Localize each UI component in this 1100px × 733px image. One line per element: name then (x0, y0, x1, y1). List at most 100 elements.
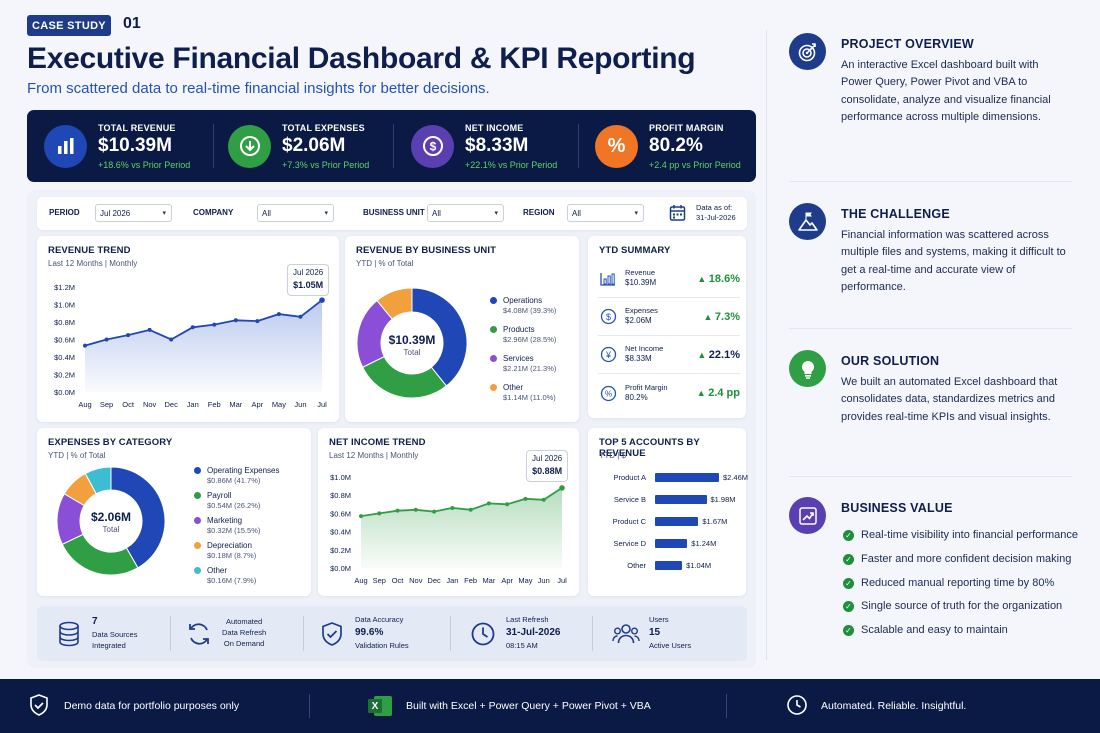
donut-center-value: $2.06M (90, 510, 132, 524)
data-point (395, 508, 400, 513)
section-text: An interactive Excel dashboard built wit… (841, 59, 1051, 124)
data-point (486, 501, 491, 506)
region-select[interactable]: All ▾ (567, 204, 644, 222)
bar-category: Product C (612, 516, 646, 526)
section-title: THE CHALLENGE (841, 207, 950, 221)
kpi-label: NET INCOME (465, 122, 524, 133)
kpi-delta: +7.3% vs Prior Period (282, 159, 370, 170)
pie-slice (411, 287, 468, 387)
section-title: PROJECT OVERVIEW (841, 37, 974, 51)
data-point (359, 514, 363, 519)
excel-icon: X (368, 695, 392, 717)
x-tick-label: Apr (252, 400, 264, 409)
kpi-label: PROFIT MARGIN (649, 122, 724, 133)
legend-label: Services (503, 354, 534, 363)
x-tick-label: Oct (122, 400, 135, 409)
y-tick-label: $0.4M (330, 528, 351, 537)
legend-swatch (490, 326, 497, 333)
ytd-label: Profit Margin (625, 382, 668, 392)
data-point (169, 337, 174, 342)
ytd-value: $8.33M (625, 354, 652, 364)
kpi-delta: +22.1% vs Prior Period (465, 159, 558, 170)
filter-label-company: COMPANY (193, 208, 234, 217)
stat-line: Users (649, 615, 669, 625)
data-point (104, 337, 109, 342)
bar-category: Product A (613, 472, 646, 482)
percent-icon: % (595, 124, 638, 168)
svg-text:¥: ¥ (604, 350, 611, 360)
ytd-row-revenue: Revenue $10.39M ▲ 18.6% (598, 260, 740, 298)
card-subtitle: Last 12 Months | Monthly (48, 259, 138, 268)
stat-line: Data Accuracy (355, 615, 404, 625)
chevron-down-icon: ▾ (634, 210, 638, 217)
period-select[interactable]: Jul 2026 ▾ (95, 204, 172, 222)
section-text: Financial information was scattered acro… (841, 229, 1066, 294)
x-tick-label: Aug (78, 400, 91, 409)
ytd-value: $2.06M (625, 316, 652, 326)
kpi-value: $10.39M (98, 134, 172, 156)
bar-value-label: $1.04M (686, 560, 712, 570)
business-value-item: ✓ Scalable and easy to maintain (843, 624, 1008, 636)
data-as-of-label: Data as of: (696, 203, 733, 212)
lightbulb-icon (789, 350, 826, 387)
card-title: REVENUE BY BUSINESS UNIT (356, 245, 497, 256)
stat-value: 7 (92, 616, 98, 628)
x-tick-label: Jan (446, 576, 458, 585)
expenses-donut (56, 466, 166, 576)
data-point (83, 343, 87, 348)
bar-chart-icon (598, 269, 618, 289)
x-tick-label: Mar (482, 576, 495, 585)
page-title: Executive Financial Dashboard & KPI Repo… (27, 42, 696, 75)
data-point (147, 327, 152, 332)
kpi-value: 80.2% (649, 134, 703, 156)
donut-center-label: Total (102, 525, 120, 534)
y-tick-label: $0.0M (330, 564, 351, 573)
x-tick-label: Feb (208, 400, 221, 409)
business-value-item: ✓ Faster and more confident decision maki… (843, 553, 1071, 565)
pie-slice (84, 466, 112, 495)
x-tick-label: Mar (229, 400, 242, 409)
bar-row: Other $1.04M (598, 558, 711, 572)
company-select[interactable]: All ▾ (257, 204, 334, 222)
revenue-by-bu-card: REVENUE BY BUSINESS UNIT YTD | % of Tota… (345, 236, 579, 422)
kpi-profit-margin: % PROFIT MARGIN 80.2% +2.4 pp vs Prior P… (595, 110, 741, 182)
data-point (377, 511, 382, 516)
area-fill (361, 487, 562, 568)
pie-slice (376, 287, 413, 320)
series-line (360, 487, 563, 517)
stat-line: Last Refresh (506, 615, 549, 625)
footer: Demo data for portfolio purposes only X … (0, 679, 1100, 733)
pie-slice (361, 356, 448, 399)
legend-swatch (194, 567, 201, 574)
chevron-down-icon: ▾ (324, 210, 328, 217)
business-unit-select[interactable]: All ▾ (427, 204, 504, 222)
legend-item: Products $2.96M (28.5%) (490, 325, 556, 344)
tooltip-value: $1.05M (293, 279, 324, 290)
check-icon: ✓ (843, 624, 854, 636)
growth-chart-icon (789, 497, 826, 534)
y-tick-label: $0.2M (330, 546, 351, 555)
bar (655, 560, 683, 570)
stat-line: On Demand (223, 638, 265, 648)
tooltip-value: $0.88M (532, 465, 563, 476)
card-title: TOP 5 ACCOUNTS BY REVENUE (599, 437, 700, 459)
stat-data-accuracy: Data Accuracy 99.6% Validation Rules (318, 606, 409, 661)
x-tick-label: May (518, 576, 532, 585)
bar-category: Other (627, 560, 646, 570)
top-accounts-card: TOP 5 ACCOUNTS BY REVENUE YTD | $ Produc… (588, 428, 748, 596)
kpi-bar: TOTAL REVENUE $10.39M +18.6% vs Prior Pe… (27, 110, 756, 182)
x-tick-label: Oct (392, 576, 405, 585)
series-line (84, 299, 323, 347)
bar-row: Product C $1.67M (598, 514, 727, 528)
y-tick-label: $0.6M (54, 336, 75, 345)
ytd-summary-card: YTD SUMMARY Revenue $10.39M ▲ 18.6% $ Exp… (588, 236, 746, 418)
data-point (298, 314, 303, 319)
section-title: OUR SOLUTION (841, 354, 940, 368)
select-value: All (262, 208, 271, 218)
legend-label: Payroll (207, 491, 232, 500)
x-tick-label: Aug (354, 576, 367, 585)
percent-icon: % (598, 383, 618, 403)
y-tick-label: $1.0M (330, 473, 351, 482)
y-tick-label: $0.8M (330, 491, 351, 500)
legend-amount: $0.18M (8.7%) (207, 551, 257, 560)
